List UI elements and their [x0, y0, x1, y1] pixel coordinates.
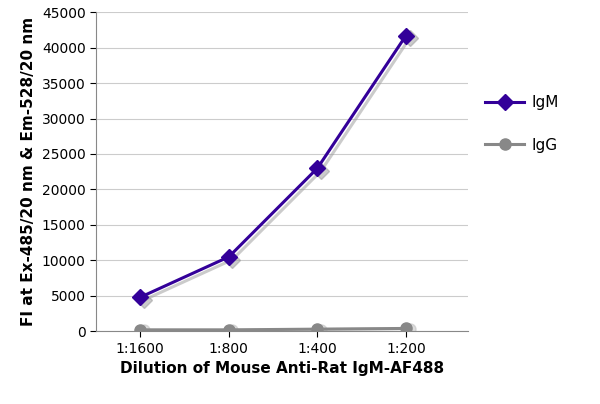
IgG [137, 327, 144, 332]
IgM [225, 255, 232, 259]
IgM [403, 33, 410, 38]
IgG [403, 326, 410, 331]
IgM [137, 295, 144, 300]
IgM [314, 166, 321, 170]
IgG [225, 327, 232, 332]
Y-axis label: FI at Ex-485/20 nm & Em-528/20 nm: FI at Ex-485/20 nm & Em-528/20 nm [21, 17, 36, 326]
Line: IgM: IgM [135, 30, 412, 303]
Line: IgG: IgG [135, 323, 412, 335]
Legend: IgM, IgG: IgM, IgG [479, 89, 565, 159]
X-axis label: Dilution of Mouse Anti-Rat IgM-AF488: Dilution of Mouse Anti-Rat IgM-AF488 [120, 361, 444, 376]
IgG [314, 327, 321, 332]
